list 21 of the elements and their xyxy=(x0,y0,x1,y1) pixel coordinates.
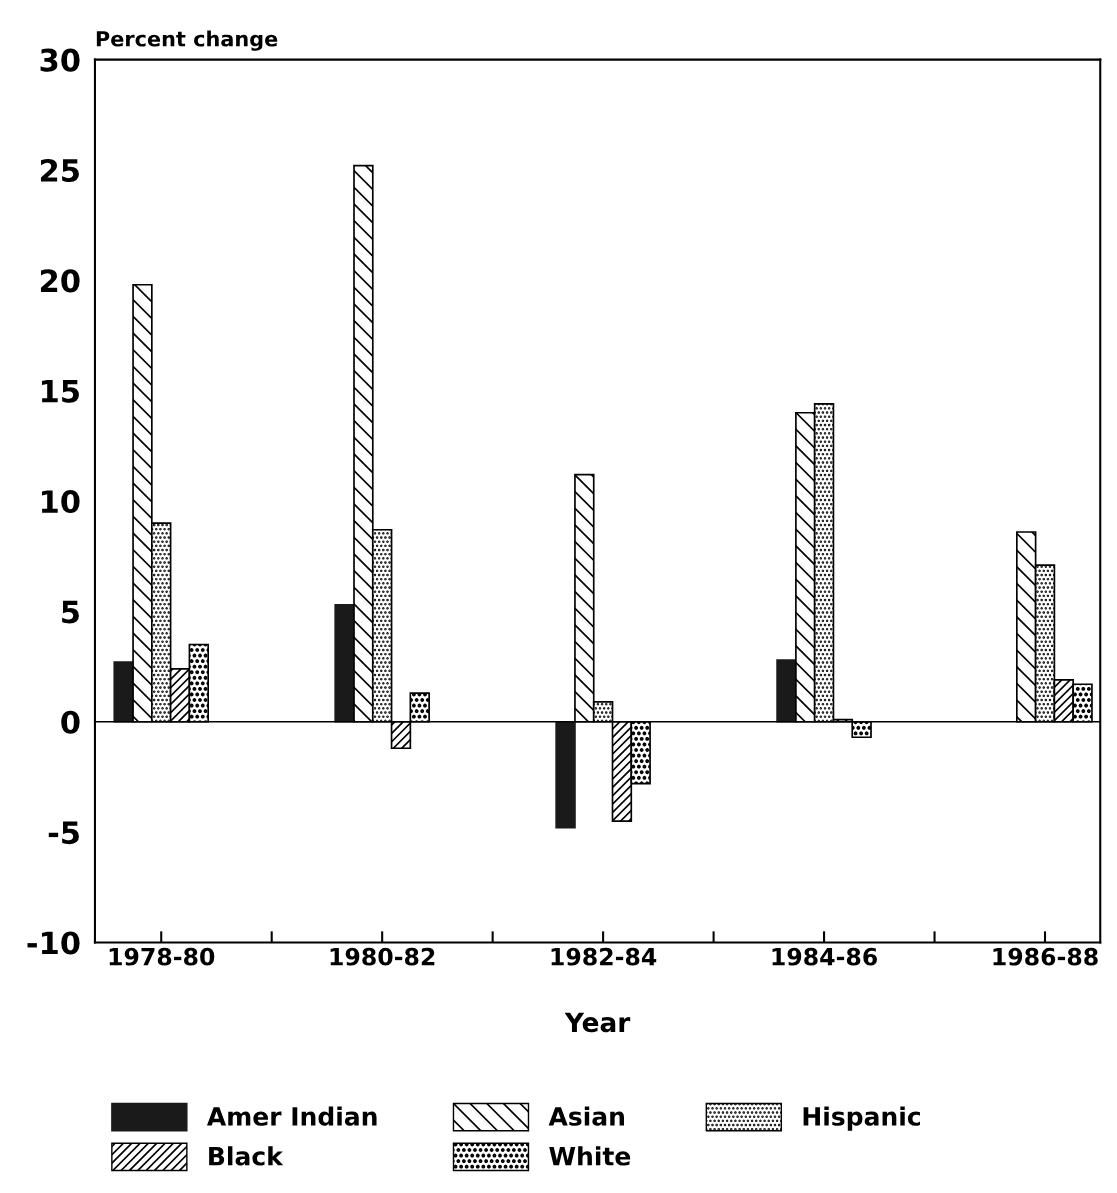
legend-label: Hispanic xyxy=(803,1106,920,1131)
legend-label: White xyxy=(549,1146,631,1166)
y-tick-label: -10 xyxy=(27,931,80,955)
x-tick-label: 1984-86 xyxy=(772,947,877,966)
legend-label: Amer Indian xyxy=(206,1106,377,1126)
x-tick-label: 1986-88 xyxy=(993,947,1098,966)
x-tick-label: 1978-80 xyxy=(109,947,215,966)
x-axis-title: Year xyxy=(564,1012,631,1033)
y-axis-title: Percent change xyxy=(96,30,278,51)
y-tick-label: 30 xyxy=(40,48,80,72)
x-tick-label: 1982-84 xyxy=(551,947,657,966)
y-tick-label: 0 xyxy=(61,710,80,734)
y-tick-label: 25 xyxy=(40,158,79,183)
legend-label: Black xyxy=(209,1146,284,1166)
y-tick-label: 10 xyxy=(41,489,80,514)
y-tick-label: -5 xyxy=(48,821,79,845)
y-tick-label: 20 xyxy=(40,269,80,293)
x-tick-label: 1980-82 xyxy=(330,947,435,966)
legend-label: Asian xyxy=(548,1106,624,1126)
y-tick-label: 5 xyxy=(62,600,79,624)
y-tick-label: 15 xyxy=(41,380,79,403)
